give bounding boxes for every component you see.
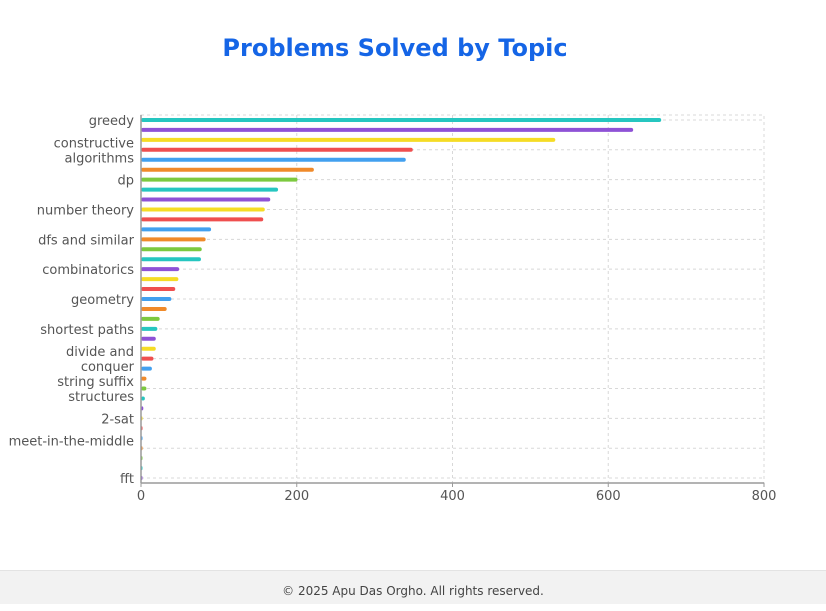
x-tick-label: 600 xyxy=(596,489,621,504)
bar xyxy=(141,287,176,292)
y-tick-label: divide and conquer xyxy=(66,345,135,375)
bar xyxy=(141,167,314,172)
bar xyxy=(141,356,154,361)
x-tick-label: 0 xyxy=(137,489,145,504)
chart-title: Problems Solved by Topic xyxy=(222,34,568,62)
y-tick-label: shortest paths xyxy=(40,323,134,338)
bar xyxy=(141,396,145,401)
bar xyxy=(141,127,634,132)
x-tick-label: 800 xyxy=(752,489,777,504)
y-tick-label: number theory xyxy=(37,203,135,218)
bar xyxy=(141,147,413,152)
bar xyxy=(141,117,662,122)
copyright-text: © 2025 Apu Das Orgho. All rights reserve… xyxy=(282,584,544,598)
y-tick-label: combinatorics xyxy=(42,263,134,278)
bar xyxy=(141,197,271,202)
y-tick-label: 2-sat xyxy=(101,412,134,427)
bar xyxy=(141,297,172,301)
bar xyxy=(141,336,156,341)
bar xyxy=(141,157,406,162)
y-tick-label: geometry xyxy=(71,293,134,308)
bar xyxy=(141,386,147,391)
bar xyxy=(141,267,180,272)
bar xyxy=(141,257,201,262)
bar xyxy=(141,137,556,142)
bar xyxy=(141,376,147,381)
bar xyxy=(141,177,298,182)
bar xyxy=(141,316,160,321)
y-tick-label: dfs and similar xyxy=(38,233,135,248)
bar xyxy=(141,306,167,311)
y-tick-label: fft xyxy=(120,472,134,487)
bar-chart: 0 200 400 600 800 greedy constructive algorithm… xyxy=(9,114,777,504)
bar xyxy=(141,207,265,212)
bar xyxy=(141,346,156,351)
bar xyxy=(141,227,212,232)
footer: © 2025 Apu Das Orgho. All rights reserve… xyxy=(0,570,826,604)
y-tick-label: dp xyxy=(117,174,134,189)
bar xyxy=(141,247,202,252)
x-tick-label: 200 xyxy=(284,489,309,504)
y-tick-label: meet-in-the-middle xyxy=(9,435,134,450)
bar xyxy=(141,366,152,371)
y-tick-label: string suffix structures xyxy=(57,375,134,405)
bar xyxy=(141,277,179,282)
x-tick-label: 400 xyxy=(440,489,465,504)
bar xyxy=(141,217,264,222)
bar xyxy=(141,187,279,192)
y-tick-label: constructive algorithms xyxy=(54,136,135,166)
bar xyxy=(141,326,158,331)
bar xyxy=(141,237,206,242)
y-tick-label: greedy xyxy=(89,114,135,129)
